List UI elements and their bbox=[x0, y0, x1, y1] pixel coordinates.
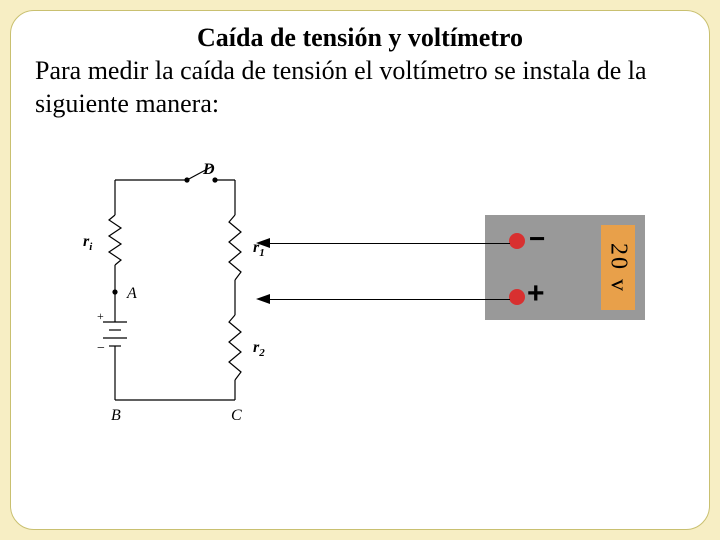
battery-plus: + bbox=[97, 309, 104, 323]
probe-neg-line bbox=[270, 243, 510, 244]
probe-pos-arrow-icon bbox=[256, 294, 270, 304]
label-ri: ri bbox=[83, 233, 93, 253]
probe-neg-arrow-icon bbox=[256, 238, 270, 248]
slide-title: Caída de tensión y voltímetro bbox=[35, 23, 685, 53]
voltmeter-terminal-positive bbox=[509, 289, 525, 305]
label-B: B bbox=[111, 407, 121, 424]
probe-pos-line bbox=[270, 299, 510, 300]
label-C: C bbox=[231, 407, 242, 424]
slide-card: Caída de tensión y voltímetro Para medir… bbox=[10, 10, 710, 530]
label-r2: r2 bbox=[253, 339, 265, 359]
voltmeter-display: 20 v bbox=[601, 225, 635, 310]
label-D: D bbox=[202, 161, 215, 178]
diagram: D A B C ri r1 r2 + − − + 20 v bbox=[35, 130, 685, 510]
slide-body: Para medir la caída de tensión el voltím… bbox=[35, 55, 685, 120]
label-A: A bbox=[126, 285, 137, 302]
battery-minus: − bbox=[97, 341, 105, 356]
voltmeter-terminal-negative bbox=[509, 233, 525, 249]
voltmeter-neg-label: − bbox=[529, 223, 545, 255]
voltmeter-body: − + 20 v bbox=[485, 215, 645, 320]
voltmeter-pos-label: + bbox=[527, 277, 545, 311]
